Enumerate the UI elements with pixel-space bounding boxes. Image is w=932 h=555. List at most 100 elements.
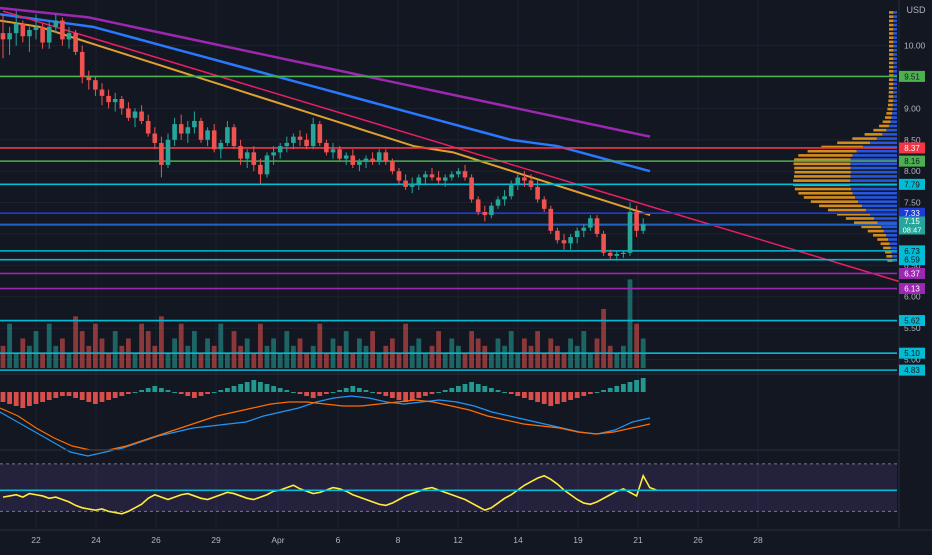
macd-histogram-bar — [284, 390, 290, 392]
profile-bar-orange — [794, 158, 851, 161]
candle-body — [7, 33, 12, 40]
macd-histogram-bar — [423, 392, 428, 396]
macd-histogram-bar — [60, 392, 65, 396]
price-tick-label: 10.00 — [904, 41, 926, 51]
profile-bar-blue — [893, 27, 897, 31]
macd-histogram-bar — [462, 384, 468, 392]
volume-bar — [73, 316, 78, 368]
macd-histogram-bar — [66, 392, 72, 396]
candle-body — [0, 33, 6, 40]
volume-bar — [482, 345, 488, 368]
macd-histogram-bar — [456, 386, 461, 392]
profile-bar-blue — [855, 196, 897, 199]
macd-histogram-bar — [449, 388, 455, 392]
candle-body — [640, 224, 646, 231]
volume-bar — [218, 323, 224, 368]
macd-histogram-bar — [621, 384, 626, 392]
volume-bar — [27, 345, 32, 368]
macd-histogram-bar — [258, 382, 263, 392]
macd-histogram-bar — [508, 392, 514, 394]
candle-body — [502, 196, 507, 200]
candle-body — [317, 124, 323, 143]
candle-body — [264, 155, 270, 175]
macd-histogram-bar — [515, 392, 521, 396]
trendline[interactable] — [2, 10, 932, 300]
macd-histogram-bar — [178, 392, 184, 394]
time-tick-label: 28 — [753, 535, 763, 545]
candle-body — [291, 136, 296, 143]
level-label-box — [899, 142, 925, 154]
profile-bar-blue — [856, 149, 897, 153]
candle-body — [535, 186, 540, 200]
volume-bar — [574, 345, 580, 368]
volume-bar — [152, 345, 158, 368]
horizontal-levels[interactable] — [0, 75, 897, 371]
macd-histogram-bar — [383, 392, 389, 396]
volume-bar — [132, 353, 138, 368]
profile-bar-orange — [888, 65, 894, 69]
volume-bar — [489, 353, 494, 368]
macd-histogram-bar — [172, 392, 177, 393]
volume-bar — [7, 323, 12, 368]
candle-body — [324, 142, 329, 153]
time-tick-label: 8 — [396, 535, 401, 545]
profile-bar-blue — [862, 145, 897, 149]
candle-body — [343, 155, 349, 159]
profile-bar-orange — [888, 70, 894, 73]
level-label-box — [899, 245, 925, 257]
volume-bar — [581, 331, 587, 368]
volume-bar — [541, 353, 547, 368]
candle-body — [86, 77, 92, 81]
profile-bar-blue — [893, 95, 897, 98]
macd-histogram-bar — [238, 384, 243, 392]
macd-line — [0, 395, 651, 457]
price-tick-label: 5.50 — [904, 323, 921, 333]
macd-histogram-bar — [264, 384, 270, 392]
profile-bar-blue — [861, 204, 897, 208]
profile-bar-orange — [798, 154, 853, 157]
profile-bar-orange — [889, 36, 894, 39]
profile-bar-blue — [893, 70, 897, 73]
macd-histogram-bar — [159, 388, 164, 392]
candle-body — [304, 139, 309, 147]
volume-bar — [33, 331, 39, 368]
volume-bar — [528, 345, 534, 368]
macd-histogram-bar — [607, 388, 613, 392]
profile-bar-orange — [819, 204, 862, 208]
volume-bar — [317, 323, 323, 368]
macd-histogram-bar — [119, 392, 125, 396]
candle-body — [79, 51, 85, 78]
time-axis[interactable]: 22 24 26 29 Apr 6 8 12 14 19 21 26 28 — [0, 529, 932, 550]
candle-body — [508, 183, 514, 197]
profile-bar-blue — [893, 86, 897, 90]
level-label-box — [899, 70, 925, 82]
candle-body — [13, 23, 19, 34]
macd-histogram-bar — [33, 392, 39, 404]
candle-body — [357, 161, 362, 165]
profile-bar-orange — [837, 212, 871, 216]
volume-bar — [535, 331, 540, 368]
level-label: 7.79 — [904, 180, 920, 189]
price-axis[interactable]: 10.00 9.00 8.50 8.00 7.50 6.50 6.00 5.50 5.00 9.5… — [898, 0, 932, 528]
volume-bar — [304, 353, 309, 368]
candle-body — [449, 174, 455, 178]
profile-bar-blue — [888, 124, 897, 128]
macd-histogram-bar — [548, 392, 554, 406]
level-label: 6.37 — [904, 269, 920, 278]
profile-bar-blue — [891, 250, 897, 254]
candle-body — [112, 99, 118, 103]
profile-bar-orange — [888, 86, 894, 90]
volume-bar — [66, 353, 72, 368]
level-label-box — [899, 254, 925, 266]
macd-histogram-bar — [7, 392, 12, 404]
profile-bar-orange — [882, 120, 891, 124]
macd-histogram-bar — [588, 392, 593, 394]
profile-bar-orange — [793, 179, 851, 182]
volume-bar — [106, 353, 111, 368]
macd-histogram-bar — [495, 390, 501, 392]
volume-bar — [192, 331, 197, 368]
candle-body — [594, 218, 600, 234]
candle-body — [33, 26, 39, 30]
